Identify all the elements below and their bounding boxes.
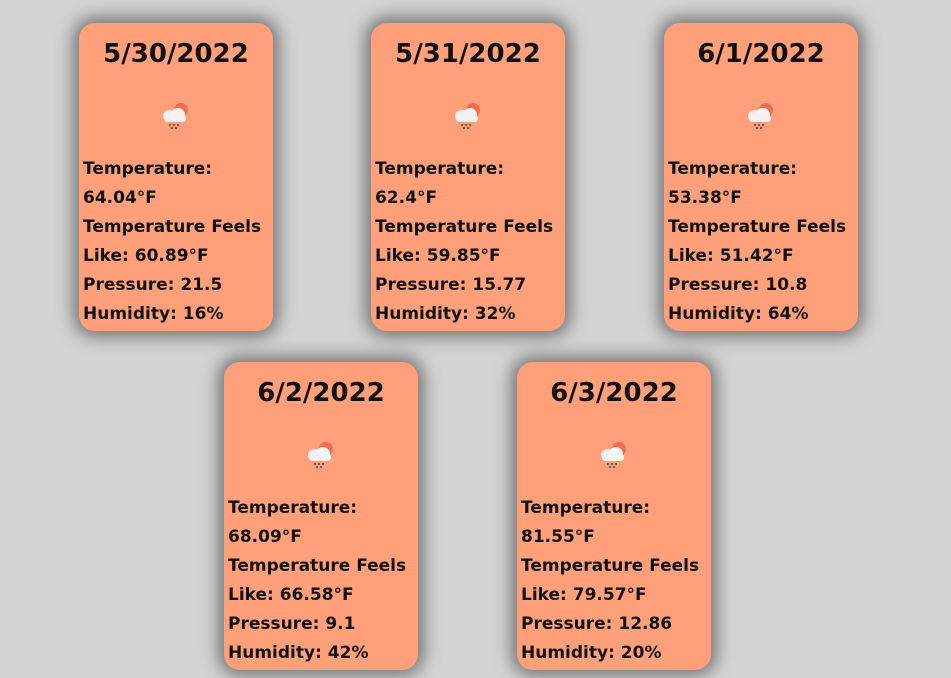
weather-icon-wrap <box>375 77 561 155</box>
humidity-label: Humidity: <box>375 304 469 324</box>
feels-like-label: Temperature Feels <box>668 217 847 237</box>
humidity-value: 20% <box>620 643 662 663</box>
humidity-label: Humidity: <box>228 643 322 663</box>
temperature-label: Temperature: <box>521 498 651 518</box>
temperature-label: Temperature: <box>228 498 358 518</box>
temperature-value: 68.09°F <box>228 527 302 547</box>
cloud-rain-sun-icon <box>748 103 773 130</box>
forecast-date: 5/31/2022 <box>395 39 541 69</box>
forecast-card: 5/30/2022 Temperature: 64.04°F Temperatu… <box>79 23 273 331</box>
humidity-label: Humidity: <box>668 304 762 324</box>
feels-like-value: 60.89°F <box>134 246 209 266</box>
pressure-value: 21.5 <box>180 275 223 295</box>
weather-icon-wrap <box>83 77 269 155</box>
humidity-value: 64% <box>767 304 809 324</box>
feels-like-label: Temperature Feels <box>375 217 554 237</box>
cloud-rain-sun-icon <box>163 103 188 130</box>
weather-icon-wrap <box>521 416 707 494</box>
temperature-value: 64.04°F <box>83 188 157 208</box>
feels-like-value: 79.57°F <box>572 585 647 605</box>
feels-like-label-2: Like: <box>228 585 274 605</box>
pressure-value: 10.8 <box>765 275 808 295</box>
humidity-value: 16% <box>182 304 224 324</box>
cloud-rain-sun-icon <box>308 442 333 469</box>
pressure-label: Pressure: <box>668 275 760 295</box>
forecast-card: 6/3/2022 Temperature: 81.55°F Temperatur… <box>517 362 711 670</box>
humidity-label: Humidity: <box>521 643 615 663</box>
forecast-card: 6/2/2022 Temperature: 68.09°F Temperatur… <box>224 362 418 670</box>
weather-icon-wrap <box>668 77 854 155</box>
temperature-label: Temperature: <box>375 159 505 179</box>
temperature-label: Temperature: <box>668 159 798 179</box>
forecast-date: 6/1/2022 <box>697 39 825 69</box>
pressure-label: Pressure: <box>521 614 613 634</box>
temperature-value: 53.38°F <box>668 188 742 208</box>
cloud-rain-sun-icon <box>455 103 480 130</box>
feels-like-label-2: Like: <box>375 246 421 266</box>
forecast-date: 5/30/2022 <box>103 39 249 69</box>
feels-like-label: Temperature Feels <box>228 556 407 576</box>
feels-like-label: Temperature Feels <box>83 217 262 237</box>
humidity-value: 32% <box>474 304 516 324</box>
temperature-value: 81.55°F <box>521 527 595 547</box>
forecast-date: 6/2/2022 <box>257 378 385 408</box>
forecast-card: 6/1/2022 Temperature: 53.38°F Temperatur… <box>664 23 858 331</box>
temperature-label: Temperature: <box>83 159 213 179</box>
pressure-value: 12.86 <box>618 614 673 634</box>
pressure-label: Pressure: <box>228 614 320 634</box>
cloud-rain-sun-icon <box>601 442 626 469</box>
pressure-value: 9.1 <box>325 614 356 634</box>
weather-icon-wrap <box>228 416 414 494</box>
feels-like-value: 59.85°F <box>426 246 501 266</box>
feels-like-label-2: Like: <box>521 585 567 605</box>
feels-like-label-2: Like: <box>668 246 714 266</box>
humidity-value: 42% <box>327 643 369 663</box>
pressure-value: 15.77 <box>472 275 527 295</box>
pressure-label: Pressure: <box>375 275 467 295</box>
humidity-label: Humidity: <box>83 304 177 324</box>
feels-like-label-2: Like: <box>83 246 129 266</box>
temperature-value: 62.4°F <box>375 188 438 208</box>
feels-like-label: Temperature Feels <box>521 556 700 576</box>
feels-like-value: 51.42°F <box>719 246 794 266</box>
forecast-date: 6/3/2022 <box>550 378 678 408</box>
feels-like-value: 66.58°F <box>279 585 354 605</box>
pressure-label: Pressure: <box>83 275 175 295</box>
forecast-card: 5/31/2022 Temperature: 62.4°F Temperatur… <box>371 23 565 331</box>
